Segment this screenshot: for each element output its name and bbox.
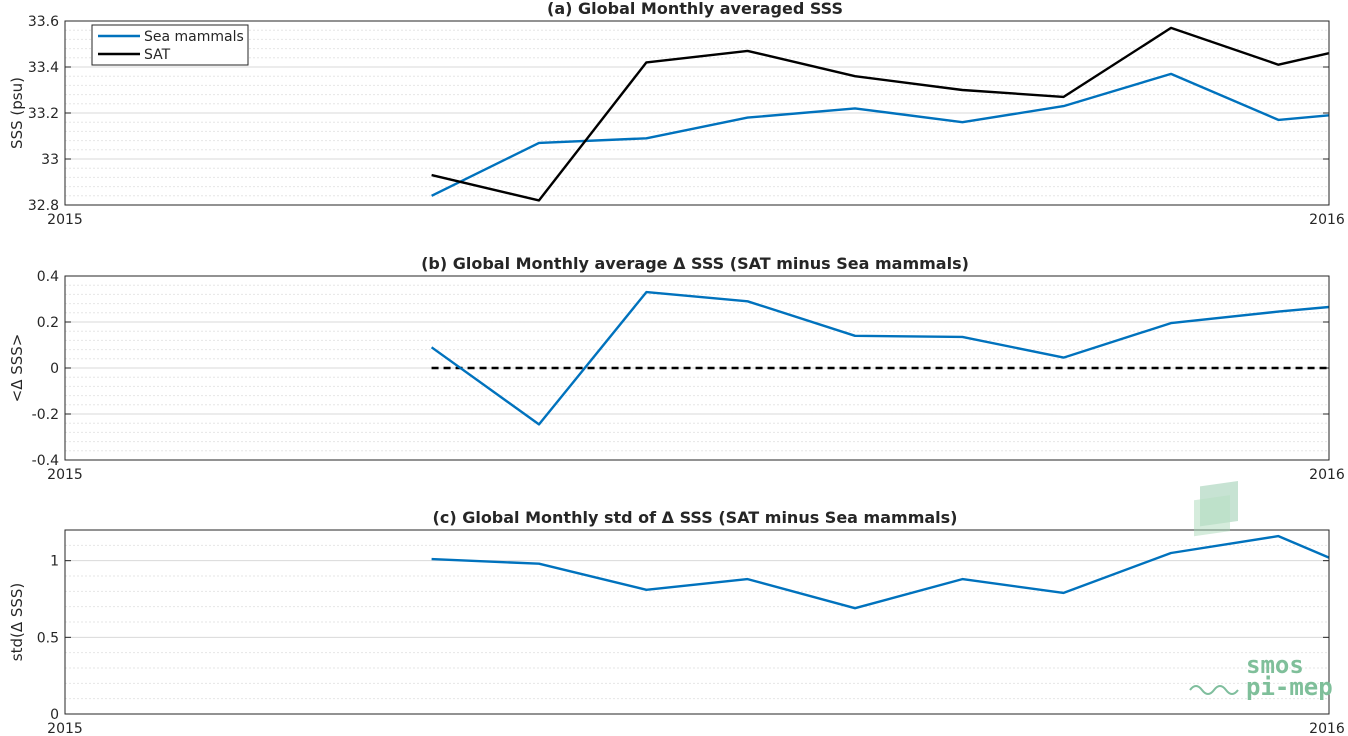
x-tick-label: 2016 [1309,212,1345,228]
y-tick-label: 0.5 [37,630,59,646]
x-tick-label: 2016 [1309,467,1345,483]
y-tick-label: 33.6 [28,14,59,30]
series-line-series-0 [431,534,1330,610]
panel-a-ticks: 32.8 33 33.2 33.4 33.6 2015 2016 [28,14,1345,228]
panel-a-axes-frame [64,20,1330,206]
y-tick-label: 0 [50,707,59,723]
panel-a-title: (a) Global Monthly averaged SSS [547,0,843,18]
legend-label-sea-mammals: Sea mammals [144,29,244,45]
x-tick-label: 2016 [1309,721,1345,736]
panel-b-axes-frame [64,275,1330,461]
y-tick-label: 1 [50,554,59,570]
logo-wave-icon [1189,481,1239,695]
y-tick-label: 0.2 [37,315,59,331]
panel-a-ylabel: SSS (psu) [8,77,26,149]
legend-label-sat: SAT [144,47,171,63]
y-tick-label: 32.8 [28,198,59,214]
y-tick-label: -0.2 [32,407,59,423]
panel-b-series [430,290,1330,426]
panel-b-ticks: -0.4 -0.2 0 0.2 0.4 2015 2016 [32,269,1345,483]
panel-c: (c) Global Monthly std of Δ SSS (SAT min… [8,508,1345,736]
panel-c-grid [65,529,1329,715]
panel-c-axes-frame [64,529,1330,715]
series-line-sea-mammals [431,72,1330,197]
x-tick-label: 2015 [47,467,83,483]
y-tick-label: 33.4 [28,60,59,76]
panel-b-title: (b) Global Monthly average Δ SSS (SAT mi… [421,254,969,273]
y-tick-label: 0.4 [37,269,59,285]
series-line-sat [431,26,1330,202]
legend-box [91,24,249,66]
panel-c-ticks: 0 0.5 1 2015 2016 [37,554,1345,736]
logo-line2: pi-mep [1246,673,1333,701]
legend: Sea mammals SAT [91,24,249,66]
y-tick-label: -0.4 [32,453,59,469]
y-tick-label: 33.2 [28,106,59,122]
panel-b: (b) Global Monthly average Δ SSS (SAT mi… [8,254,1345,483]
panel-c-ylabel: std(Δ SSS) [8,583,26,662]
x-tick-label: 2015 [47,212,83,228]
y-tick-label: 0 [50,361,59,377]
panel-c-series [431,534,1330,610]
y-tick-label: 33 [41,152,59,168]
panel-a: (a) Global Monthly averaged SSS SSS (psu… [8,0,1345,228]
smos-pi-mep-logo: smos pi-mep [1189,481,1333,701]
panel-a-series [431,26,1330,202]
series-line-series-0 [430,290,1330,426]
panel-b-ylabel: <Δ SSS> [8,334,26,403]
x-tick-label: 2015 [47,721,83,736]
logo-line1: smos [1246,651,1304,679]
panel-c-title: (c) Global Monthly std of Δ SSS (SAT min… [433,508,958,527]
